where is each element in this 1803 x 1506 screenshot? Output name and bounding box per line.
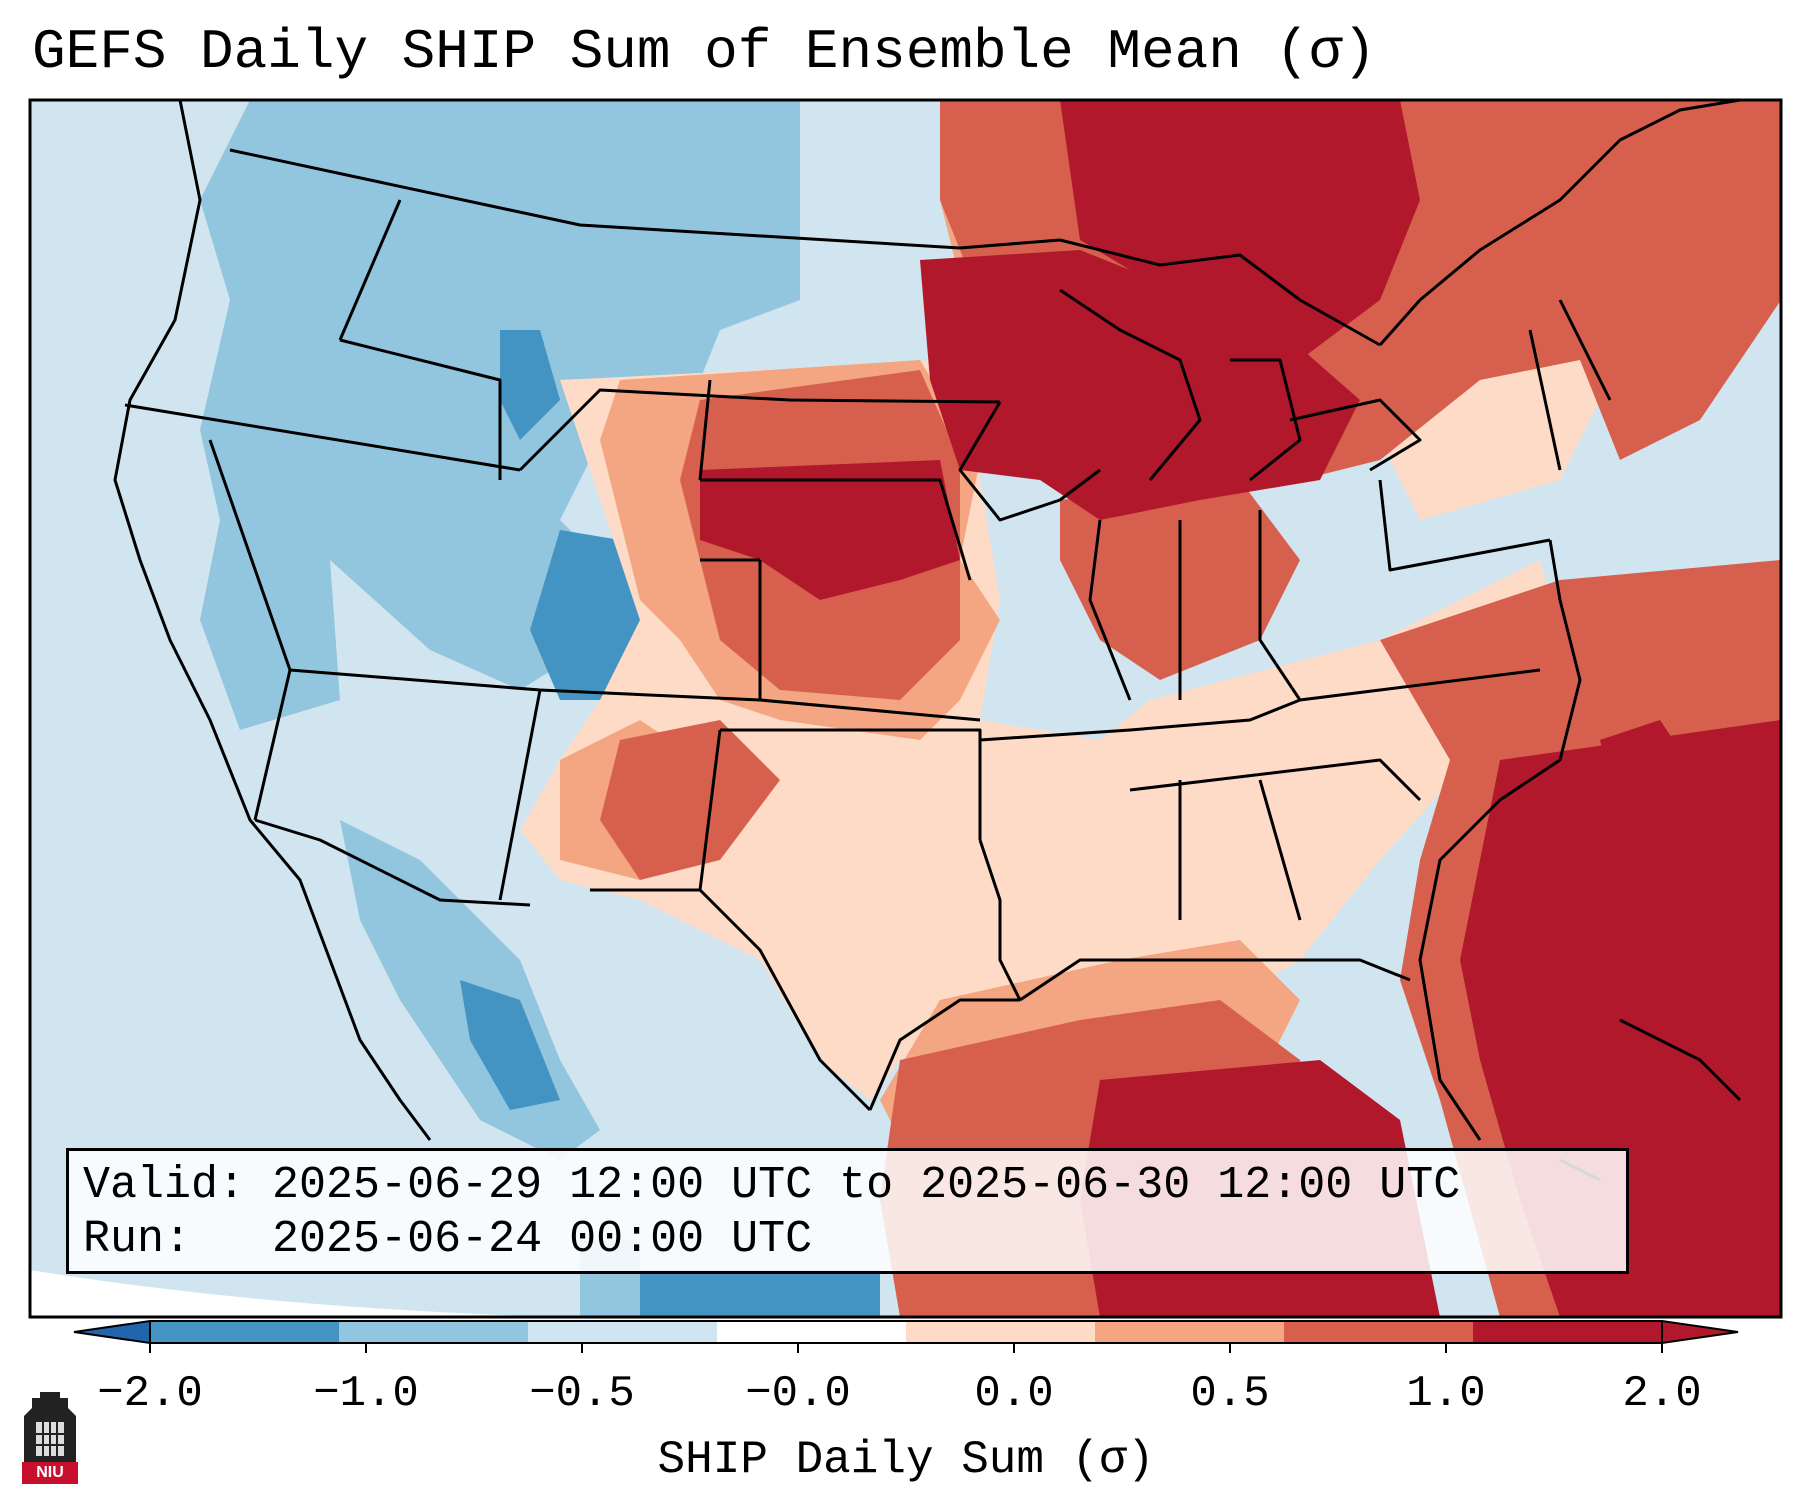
colorbar-segment [1284,1321,1474,1343]
colorbar-label: SHIP Daily Sum (σ) [658,1434,1155,1486]
colorbar-segment [1095,1321,1285,1343]
colorbar-tick-label: −0.0 [745,1369,851,1419]
colorbar-tick-label: −2.0 [97,1369,203,1419]
run-value: 2025-06-24 00:00 UTC [272,1214,813,1265]
map-frame [28,98,1783,1319]
niu-logo-text: NIU [36,1464,64,1481]
colorbar-tick-label: 2.0 [1622,1369,1701,1419]
colorbar-tick-label: 0.5 [1190,1369,1269,1419]
valid-label: Valid: [83,1160,246,1211]
run-label: Run: [83,1214,192,1265]
colorbar-extend-max [1661,1319,1739,1345]
niu-logo-icon [22,1392,78,1484]
anomaly-field [30,100,1781,1317]
colorbar-outline [149,1320,1663,1344]
state-borders [113,100,1742,1182]
colorbar-segment [906,1321,1096,1343]
colorbar-segment [1473,1321,1663,1343]
map-title: GEFS Daily SHIP Sum of Ensemble Mean (σ) [32,20,1377,84]
valid-value: 2025-06-29 12:00 UTC to 2025-06-30 12:00… [272,1160,1461,1211]
colorbar-segment [528,1321,718,1343]
colorbar-segment [339,1321,529,1343]
colorbar-tick-label: 1.0 [1406,1369,1485,1419]
colorbar-tick-label: 0.0 [974,1369,1053,1419]
colorbar: −2.0 −1.0 −0.5 −0.0 0.0 0.5 1.0 2.0 SHIP Daily … [73,1319,1739,1486]
niu-logo: NIU [20,1388,80,1493]
valid-line: Valid: 2025-06-29 12:00 UTC to 2025-06-3… [83,1159,1612,1213]
colorbar-segment [717,1321,907,1343]
colorbar-tick-label: −1.0 [313,1369,419,1419]
colorbar-segment [150,1321,340,1343]
colorbar-tick-label: −0.5 [529,1369,635,1419]
colorbar-extend-min [73,1319,151,1345]
valid-run-info-box: Valid: 2025-06-29 12:00 UTC to 2025-06-3… [66,1148,1629,1274]
run-line: Run: 2025-06-24 00:00 UTC [83,1213,1612,1267]
